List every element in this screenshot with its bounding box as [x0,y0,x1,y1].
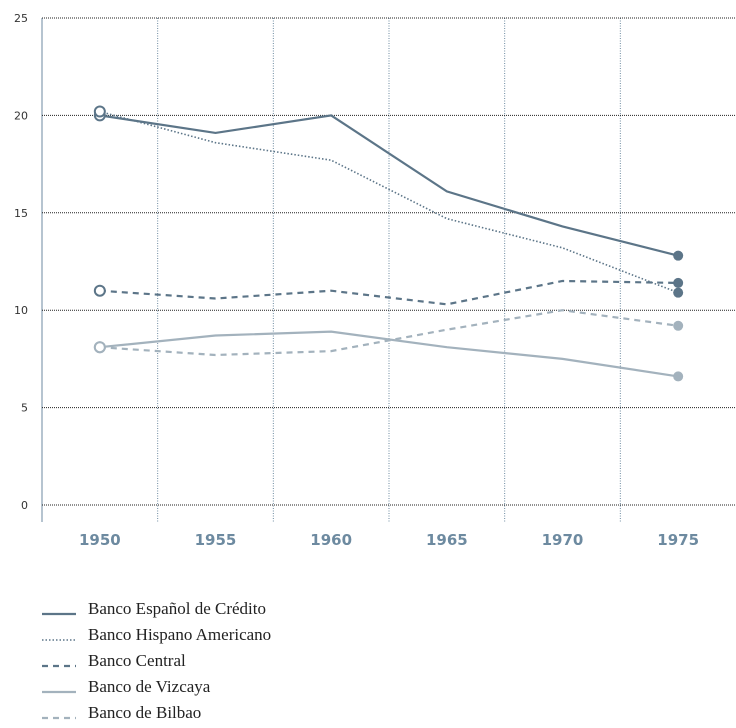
y-tick-label: 10 [14,304,28,317]
legend-label: Banco Central [88,651,186,670]
series-line [99,114,679,257]
series-line [99,110,679,294]
start-marker [93,105,106,118]
x-tick-label: 1970 [542,531,584,549]
end-marker [673,371,684,382]
y-tick-label: 15 [14,207,28,220]
legend-label: Banco de Vizcaya [88,677,211,696]
series-line [99,330,679,378]
x-tick-label: 1955 [195,531,237,549]
series-line [99,309,679,357]
series-line [99,279,679,306]
end-marker [673,277,684,288]
x-tick-label: 1975 [657,531,699,549]
y-tick-label: 0 [21,499,28,512]
end-marker [673,287,684,298]
y-tick-label: 5 [21,402,28,415]
legend-label: Banco de Bilbao [88,703,201,722]
legend-label: Banco Español de Crédito [88,599,266,618]
y-tick-label: 25 [14,12,28,25]
start-marker [93,284,106,297]
end-marker [673,250,684,261]
x-tick-label: 1965 [426,531,468,549]
y-tick-label: 20 [14,109,28,122]
end-marker [673,320,684,331]
x-tick-label: 1960 [310,531,352,549]
legend-label: Banco Hispano Americano [88,625,271,644]
start-marker [93,341,106,354]
x-tick-label: 1950 [79,531,121,549]
